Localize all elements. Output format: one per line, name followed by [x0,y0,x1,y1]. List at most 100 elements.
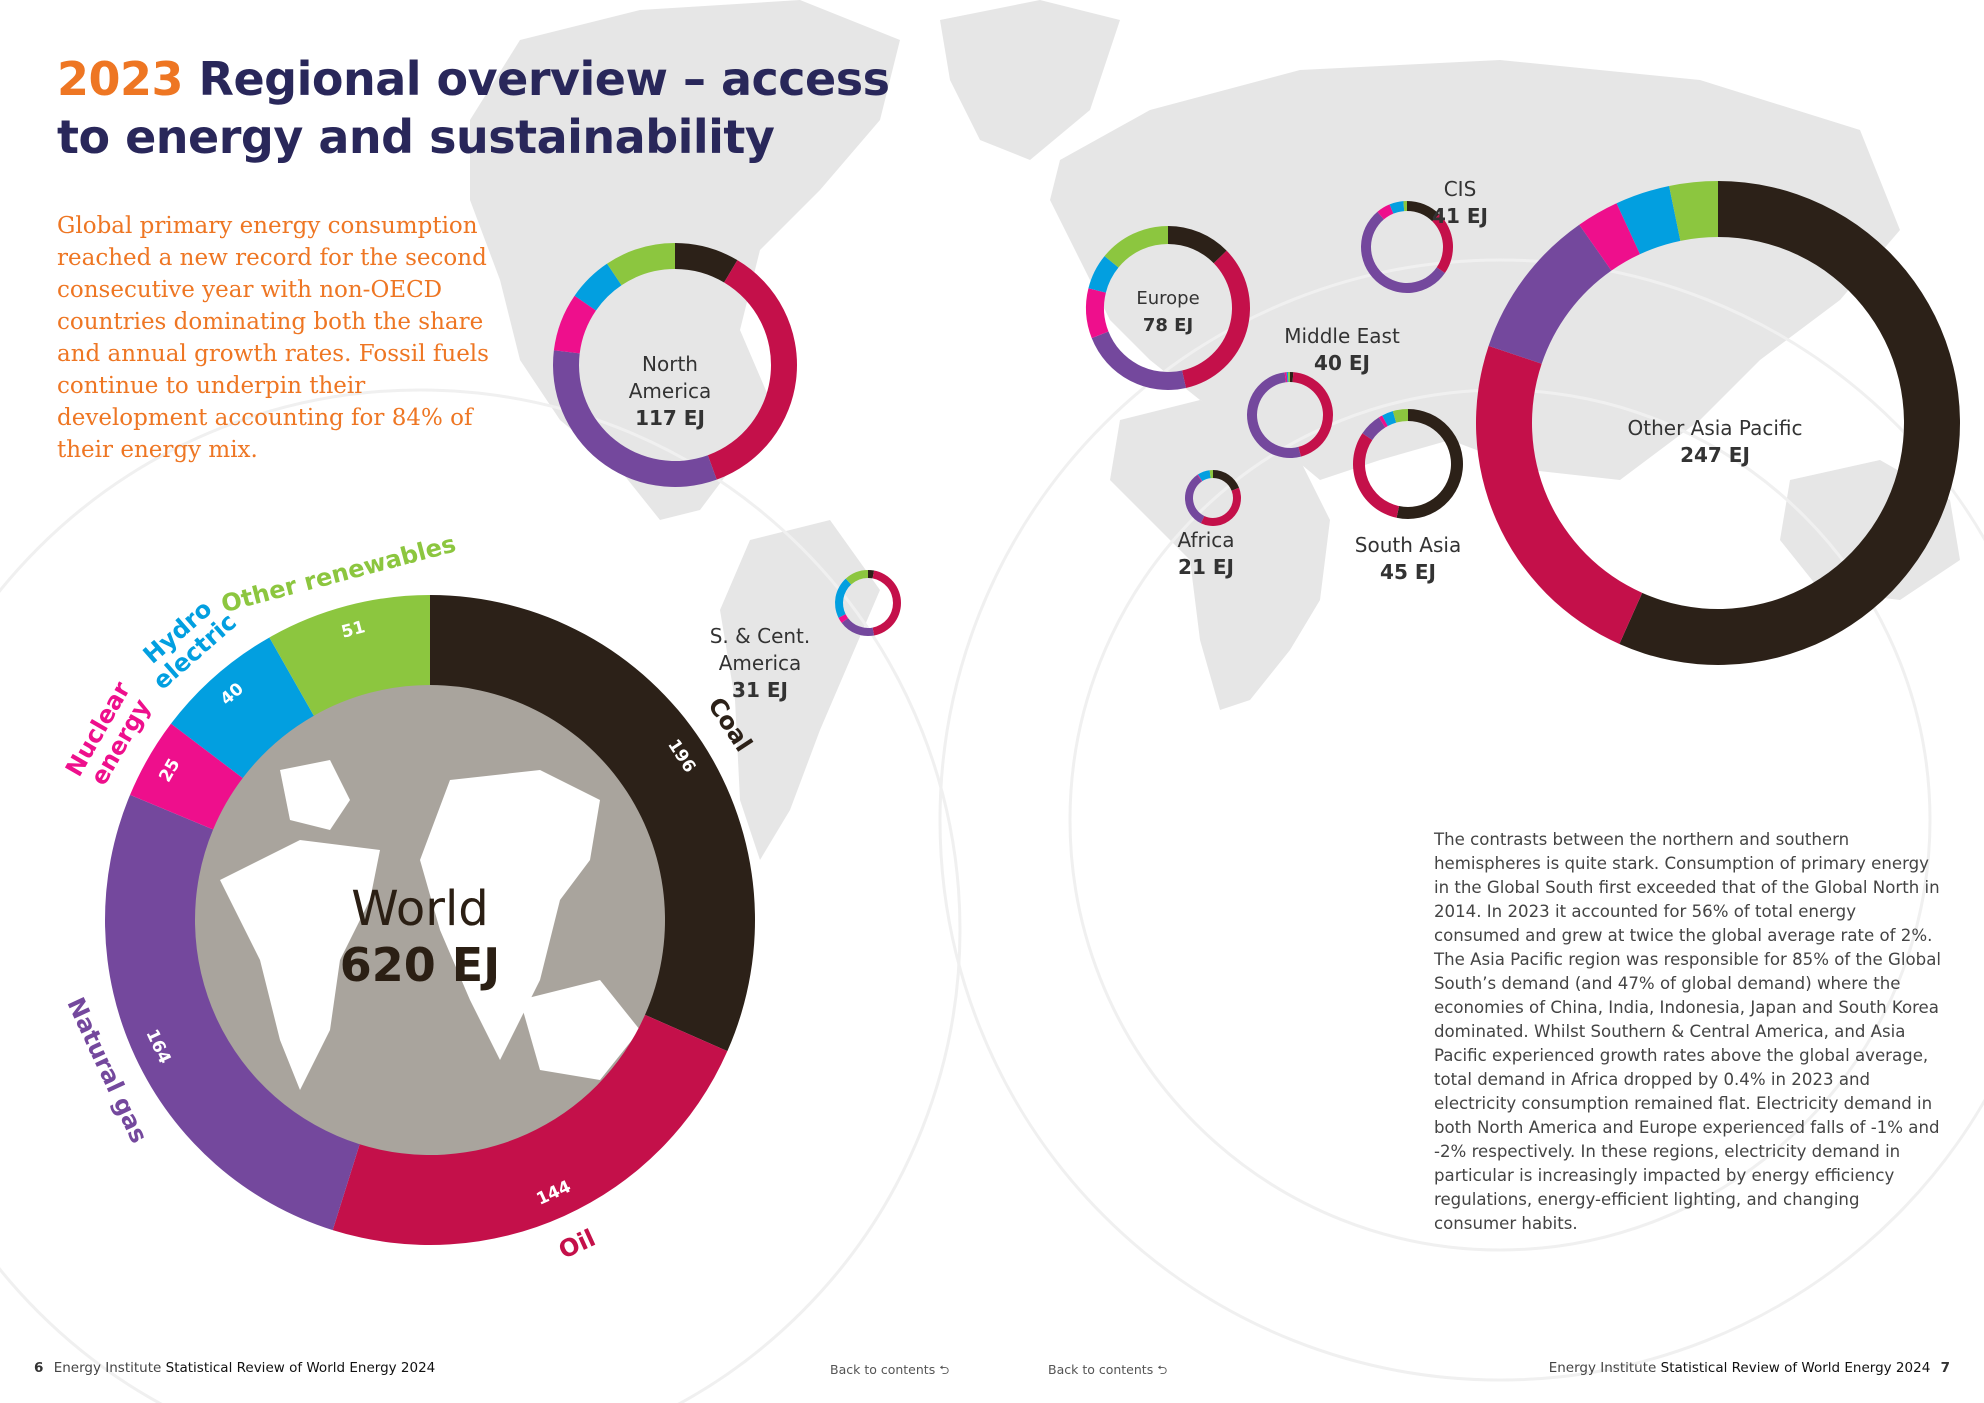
back-label: Back to contents [1048,1362,1154,1377]
footer-org-left: Energy Institute [53,1360,162,1376]
region-donut-other-asia-pacific [1476,181,1960,665]
region-total: 45 EJ [1380,560,1436,584]
region-south-asia-slice-oil [1353,433,1400,518]
region-donut-s-cent-america [835,570,901,637]
region-south-asia-slice-coal [1396,409,1463,519]
globe-landmass [520,980,640,1080]
region-cis-slice-nuclear-energy [1377,204,1394,220]
region-other-asia-pacific-slice-coal [1619,181,1960,665]
world-total-label: World 620 EJ [300,880,540,992]
region-africa-slice-oil [1200,487,1242,526]
region-middle-east-slice-coal [1290,372,1294,383]
world-slice-hydro-electric [170,637,314,779]
back-arrow-icon: ⮌ [939,1362,950,1377]
region-total: 40 EJ [1314,351,1370,375]
world-slice-coal [430,595,755,1052]
region-label-middle-east: Middle East 40 EJ [1262,323,1422,377]
region-total: 41 EJ [1432,204,1488,228]
region-s-cent-america-slice-oil [872,570,901,636]
world-donut [105,595,755,1245]
region-middle-east-slice-nuclear-energy [1284,372,1288,383]
region-africa-slice-nuclear-energy [1197,474,1203,482]
world-slice-other-renewables [269,595,430,716]
region-north-america-slice-nuclear-energy [553,295,596,354]
region-north-america-slice-other-renewables [607,243,675,286]
page-number-right: 7 [1940,1360,1950,1376]
region-donut-africa [1185,470,1242,526]
footer-left: 6 Energy Institute Statistical Review of… [34,1360,435,1376]
decorative-ring [0,388,962,1403]
regional-donuts [553,181,1960,665]
region-other-asia-pacific-slice-oil [1476,345,1643,644]
region-name: S. & Cent. America [709,624,811,675]
region-africa-slice-coal [1213,470,1240,491]
region-middle-east-slice-hydro-electric [1286,372,1289,383]
region-other-asia-pacific-slice-natural-gas [1488,224,1612,364]
region-s-cent-america-slice-coal [868,570,875,579]
world-slice-nuclear-energy [130,723,243,830]
region-name: CIS [1443,177,1477,201]
map-europe-asia [1050,60,1900,480]
map-africa [1110,400,1330,710]
back-to-contents-link-right[interactable]: Back to contents ⮌ [1048,1361,1167,1382]
world-total: 620 EJ [339,938,501,992]
region-s-cent-america-slice-hydro-electric [835,578,852,618]
region-cis-slice-hydro-electric [1389,201,1405,214]
region-s-cent-america-slice-nuclear-energy [838,614,849,623]
region-s-cent-america-slice-other-renewables [845,570,868,585]
world-slice-natural-gas [105,794,360,1231]
region-total: 78 EJ [1142,315,1194,336]
region-label-north-america: North America 117 EJ [590,324,750,459]
globe-landmass [220,840,380,1090]
footer-publication-left: Statistical Review of World Energy 2024 [165,1360,436,1376]
globe-landmass [420,770,600,1060]
region-europe-slice-hydro-electric [1088,256,1119,293]
region-label-south-asia: South Asia 45 EJ [1328,532,1488,586]
globe-landmass [280,760,350,830]
region-south-asia-slice-nuclear-energy [1378,415,1388,428]
region-label-europe: Europe 78 EJ [1088,285,1248,339]
region-africa-slice-hydro-electric [1197,470,1211,482]
region-cis-slice-oil [1432,214,1453,274]
region-name: South Asia [1354,533,1462,557]
footer-right: Energy Institute Statistical Review of W… [1549,1360,1950,1376]
region-europe-slice-oil [1182,250,1250,389]
region-africa-slice-natural-gas [1185,474,1205,524]
region-north-america-slice-coal [675,243,738,283]
world-globe [194,684,666,1156]
footer-publication-right: Statistical Review of World Energy 2024 [1660,1360,1931,1376]
map-greenland [940,0,1120,160]
region-donut-north-america [553,243,797,487]
region-label-africa: Africa 21 EJ [1126,527,1286,581]
region-europe-slice-coal [1168,226,1227,264]
region-middle-east-slice-natural-gas [1246,372,1301,459]
region-other-asia-pacific-slice-other-renewables [1669,181,1718,241]
back-label: Back to contents [830,1362,936,1377]
back-arrow-icon: ⮌ [1157,1362,1168,1377]
region-label-s-cent-america: S. & Cent. America 31 EJ [680,596,840,731]
region-other-asia-pacific-slice-nuclear-energy [1579,203,1641,271]
back-to-contents-link-left[interactable]: Back to contents ⮌ [830,1361,949,1382]
region-donut-middle-east [1246,372,1334,459]
region-donut-cis [1361,201,1453,293]
region-europe-slice-nuclear-energy [1085,288,1109,339]
region-name: North America [628,352,712,403]
region-name: Middle East [1284,324,1400,348]
region-europe-slice-natural-gas [1091,331,1186,390]
title-year: 2023 [57,52,184,106]
region-total: 21 EJ [1178,555,1234,579]
world-name: World [351,881,489,937]
region-total: 117 EJ [635,406,705,430]
title-text: Regional overview – access to energy and… [57,52,890,164]
region-donut-south-asia [1353,409,1463,519]
region-south-asia-slice-hydro-electric [1382,411,1397,427]
region-cis-slice-other-renewables [1403,201,1407,212]
intro-paragraph: Global primary energy consumption reache… [57,213,489,463]
region-middle-east-slice-oil [1292,372,1334,457]
region-name: Africa [1177,528,1235,552]
region-s-cent-america-slice-natural-gas [841,618,875,637]
region-north-america-slice-hydro-electric [574,263,622,311]
decorative-ring [938,258,1984,1382]
page-title: 2023 Regional overview – access to energ… [57,50,957,166]
